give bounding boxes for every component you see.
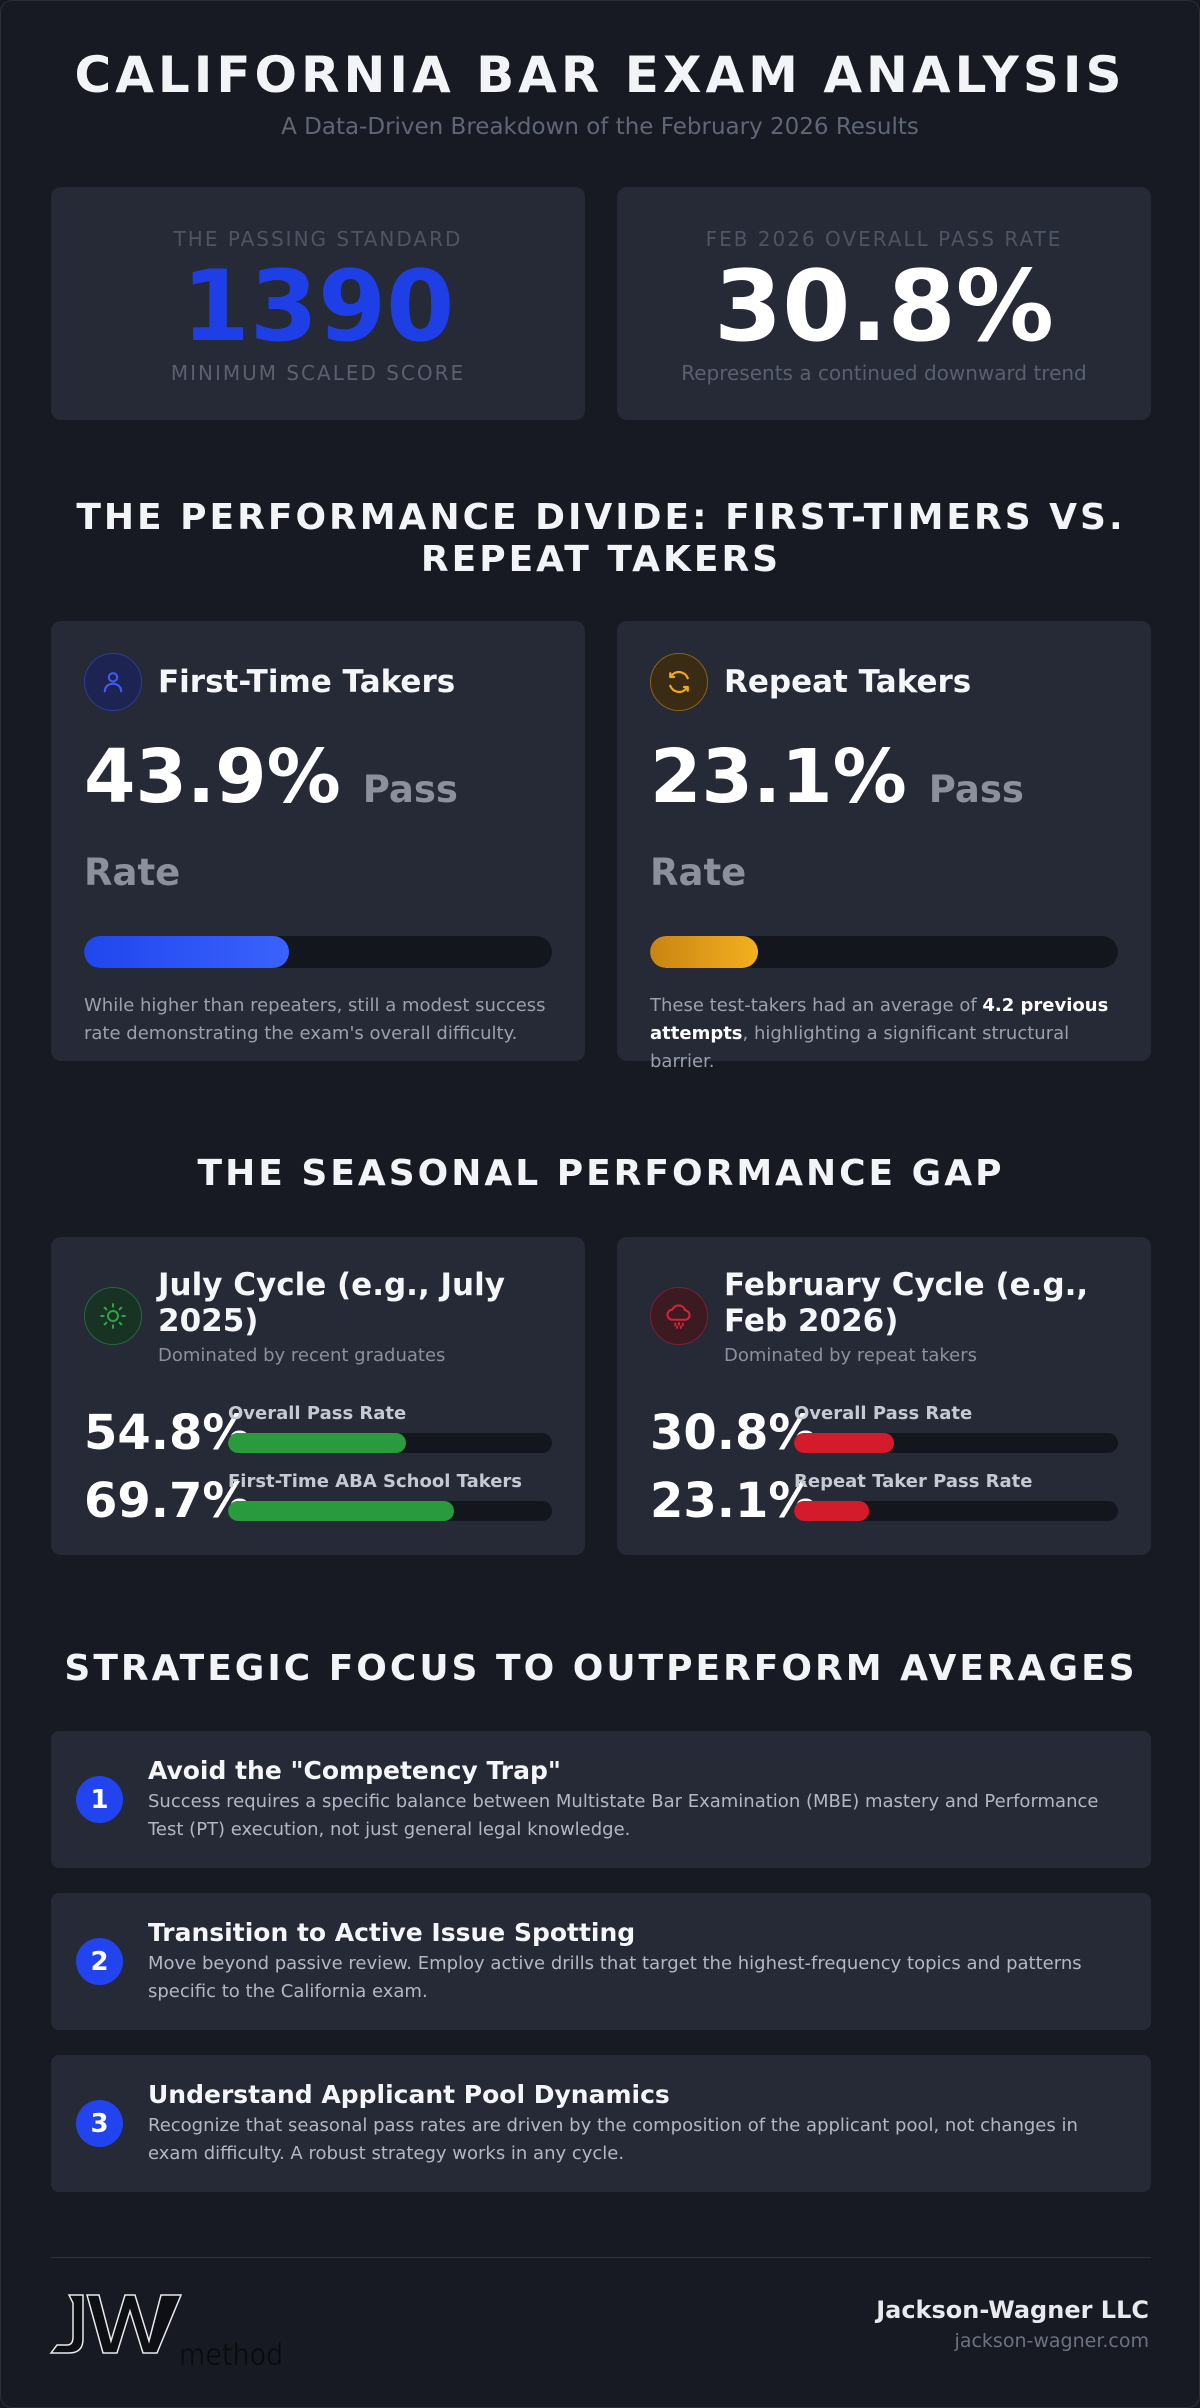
july-metric-label: First-Time ABA School Takers <box>228 1471 523 1492</box>
strategy-number-badge: 1 <box>76 1776 123 1823</box>
strategy-number-badge: 2 <box>76 1938 123 1985</box>
first-time-progress-bar <box>84 936 552 968</box>
repeat-description-text-end: , highlighting a significant structural … <box>650 1023 1070 1072</box>
seasonal-section-title: THE SEASONAL PERFORMANCE GAP <box>197 1153 1005 1194</box>
strategy-item-title: Understand Applicant Pool Dynamics <box>148 2079 670 2109</box>
strategy-section-title: STRATEGIC FOCUS TO OUTPERFORM AVERAGES <box>64 1648 1138 1689</box>
july-metric-fill <box>228 1433 406 1453</box>
february-metric-fill <box>794 1433 894 1453</box>
july-metric-first-time: 69.7% First-Time ABA School Takers <box>84 1471 552 1539</box>
strategy-item: 3 Understand Applicant Pool Dynamics Rec… <box>51 2055 1151 2192</box>
july-metric-bar <box>228 1433 552 1453</box>
refresh-icon <box>650 653 708 711</box>
july-subtitle: Dominated by recent graduates <box>158 1345 446 1366</box>
first-time-description: While higher than repeaters, still a mod… <box>84 995 546 1044</box>
passing-standard-value: 1390 <box>181 250 455 364</box>
repeat-rate: 23.1% <box>650 734 907 820</box>
first-time-card: First-Time Takers 43.9% Pass Rate While h… <box>51 621 585 1061</box>
february-metric-bar <box>794 1433 1118 1453</box>
repeat-description: These test-takers had an average of 4.2 … <box>650 992 1118 1076</box>
strategy-item: 2 Transition to Active Issue Spotting Mo… <box>51 1893 1151 2030</box>
strategy-item: 1 Avoid the "Competency Trap" Success re… <box>51 1731 1151 1868</box>
repeat-rate-suffix: Pass Rate <box>650 768 1024 894</box>
repeat-card: Repeat Takers 23.1% Pass Rate These test-… <box>617 621 1151 1072</box>
header: CALIFORNIA BAR EXAM ANALYSIS A Data-Driv… <box>1 1 1199 141</box>
stat-row: THE PASSING STANDARD 1390 MINIMUM SCALED… <box>51 187 1151 420</box>
repeat-description-text: These test-takers had an average of <box>650 995 983 1016</box>
strategy-item-title: Avoid the "Competency Trap" <box>148 1755 561 1785</box>
passing-standard-card: THE PASSING STANDARD 1390 MINIMUM SCALED… <box>51 187 585 420</box>
strategy-number-badge: 3 <box>76 2100 123 2147</box>
company-url[interactable]: jackson-wagner.com <box>954 2330 1149 2352</box>
company-logo: method <box>49 2287 289 2373</box>
repeat-title: Repeat Takers <box>724 664 972 700</box>
february-metric-value: 30.8% <box>650 1405 817 1461</box>
february-metric-label: Overall Pass Rate <box>794 1403 973 1424</box>
first-time-progress-fill <box>84 936 290 968</box>
february-subtitle: Dominated by repeat takers <box>724 1345 978 1366</box>
divide-section-title: THE PERFORMANCE DIVIDE: FIRST-TIMERS VS.… <box>76 497 1126 580</box>
first-time-title: First-Time Takers <box>158 664 456 700</box>
strategy-item-description: Success requires a specific balance betw… <box>148 1790 1099 1840</box>
overall-rate-card: FEB 2026 OVERALL PASS RATE 30.8% Represe… <box>617 187 1151 420</box>
july-metric-overall: 54.8% Overall Pass Rate <box>84 1403 552 1471</box>
first-time-rate-suffix: Pass Rate <box>84 768 458 894</box>
footer-divider <box>51 2257 1151 2258</box>
february-metric-overall: 30.8% Overall Pass Rate <box>650 1403 1118 1471</box>
february-metric-label: Repeat Taker Pass Rate <box>794 1471 1033 1492</box>
july-metric-value: 54.8% <box>84 1405 251 1461</box>
february-title: February Cycle (e.g., Feb 2026) <box>724 1267 1089 1339</box>
repeat-description-bold: 4.2 previous attempts <box>650 995 1109 1044</box>
user-icon <box>84 653 142 711</box>
passing-standard-caption: MINIMUM SCALED SCORE <box>170 361 466 385</box>
july-card: July Cycle (e.g., July 2025) Dominated b… <box>51 1237 585 1555</box>
repeat-progress-fill <box>650 936 759 968</box>
july-metric-label: Overall Pass Rate <box>228 1403 407 1424</box>
overall-rate-label: FEB 2026 OVERALL PASS RATE <box>705 227 1063 251</box>
first-time-rate: 43.9% <box>84 734 341 820</box>
page-title: CALIFORNIA BAR EXAM ANALYSIS <box>74 46 1126 104</box>
footer-company: Jackson-Wagner LLC jackson-wagner.com <box>876 2295 1149 2353</box>
page-subtitle: A Data-Driven Breakdown of the February … <box>281 114 919 140</box>
july-title: July Cycle (e.g., July 2025) <box>158 1267 505 1339</box>
sun-icon <box>84 1287 142 1345</box>
divide-row: First-Time Takers 43.9% Pass Rate While h… <box>51 621 1151 1072</box>
svg-text:method: method <box>179 2338 283 2367</box>
overall-rate-caption: Represents a continued downward trend <box>681 361 1087 385</box>
company-name: Jackson-Wagner LLC <box>876 2296 1149 2324</box>
repeat-progress-bar <box>650 936 1118 968</box>
strategy-item-description: Move beyond passive review. Employ activ… <box>148 1952 1082 2002</box>
july-metric-bar <box>228 1501 552 1521</box>
july-metric-value: 69.7% <box>84 1473 251 1529</box>
cloud-rain-icon <box>650 1287 708 1345</box>
overall-rate-value: 30.8% <box>714 250 1054 364</box>
february-metric-bar <box>794 1501 1118 1521</box>
strategy-item-title: Transition to Active Issue Spotting <box>148 1917 636 1947</box>
july-metric-fill <box>228 1501 454 1521</box>
february-card: February Cycle (e.g., Feb 2026) Dominate… <box>617 1237 1151 1555</box>
passing-standard-label: THE PASSING STANDARD <box>173 227 463 251</box>
february-metric-repeat: 23.1% Repeat Taker Pass Rate <box>650 1471 1118 1539</box>
strategy-item-description: Recognize that seasonal pass rates are d… <box>148 2114 1078 2164</box>
february-metric-value: 23.1% <box>650 1473 817 1529</box>
february-metric-fill <box>794 1501 869 1521</box>
seasonal-row: July Cycle (e.g., July 2025) Dominated b… <box>51 1237 1151 1555</box>
